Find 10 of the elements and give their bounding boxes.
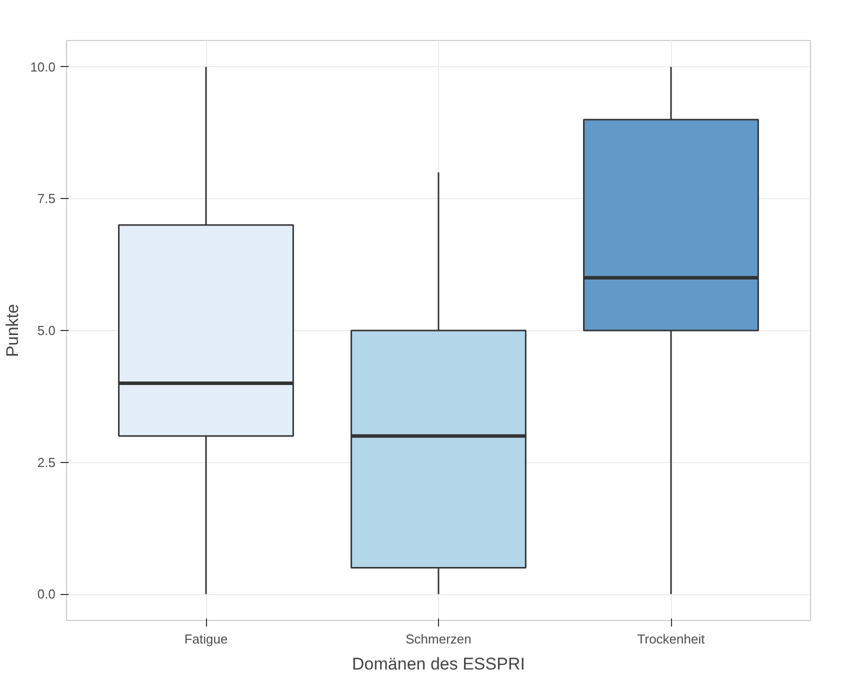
- x-tick-label: Trockenheit: [637, 632, 706, 646]
- y-axis-title: Punkte: [3, 304, 22, 357]
- x-tick-label: Schmerzen: [406, 632, 472, 646]
- y-tick-label: 10.0: [30, 59, 56, 74]
- y-tick-label: 0.0: [37, 586, 56, 602]
- x-tick-label: Fatigue: [184, 632, 228, 646]
- y-tick-label: 2.5: [37, 454, 56, 470]
- y-tick-label: 5.0: [37, 323, 56, 338]
- y-tick-label: 7.5: [37, 191, 56, 206]
- x-axis-title: Domänen des ESSPRI: [352, 654, 525, 674]
